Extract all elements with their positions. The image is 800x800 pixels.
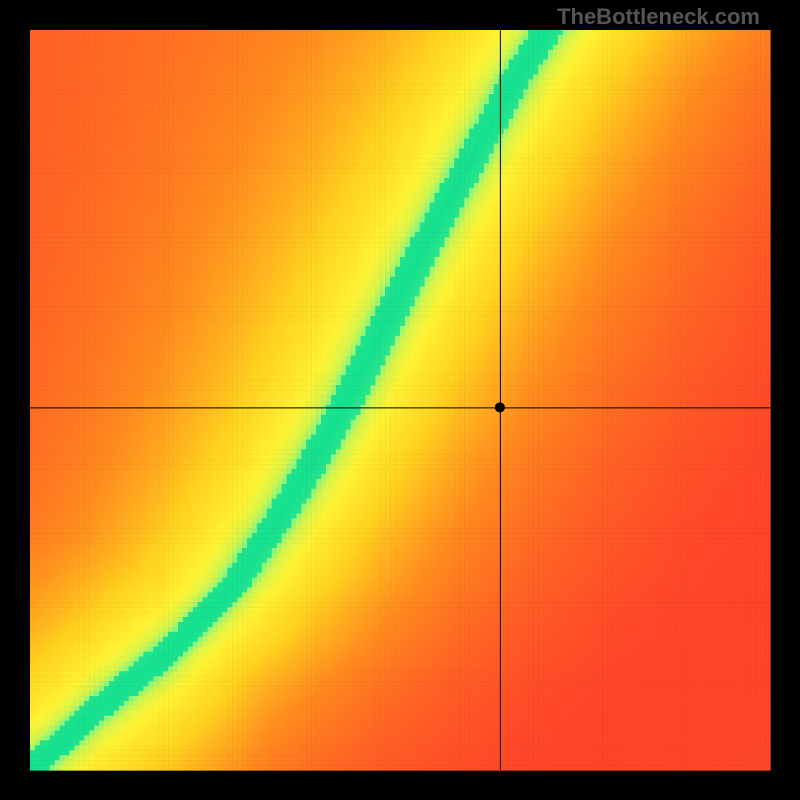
watermark-text: TheBottleneck.com (557, 4, 760, 30)
bottleneck-heatmap (0, 0, 800, 800)
chart-container: TheBottleneck.com (0, 0, 800, 800)
